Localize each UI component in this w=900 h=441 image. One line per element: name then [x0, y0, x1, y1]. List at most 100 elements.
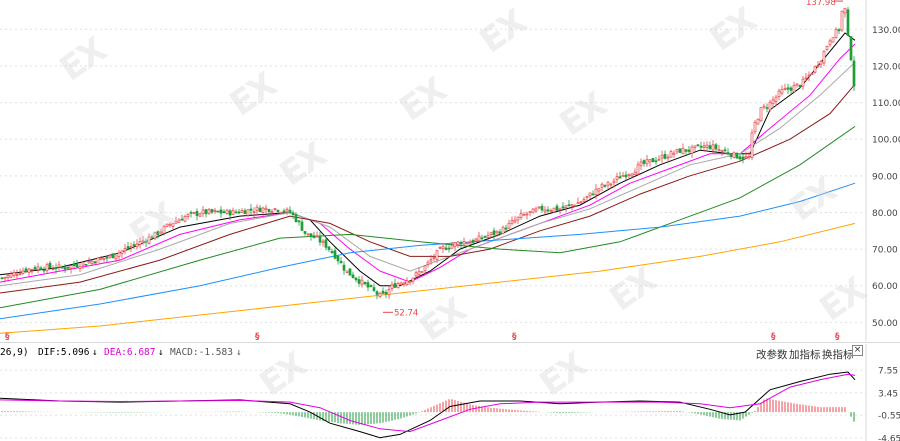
candle-body [669, 151, 673, 158]
candle-body [672, 152, 676, 155]
price-tick-label: 100.00 [872, 136, 900, 146]
macd-tick-label: 3.45 [878, 389, 898, 399]
candle-body [243, 210, 247, 215]
candle-body [228, 210, 232, 216]
candle-body [405, 280, 409, 286]
candle-body [258, 207, 262, 213]
moving-average-lines [0, 32, 856, 334]
candle-body [699, 145, 703, 148]
candles [0, 6, 856, 300]
candle-body [375, 291, 379, 295]
candle-body [546, 209, 550, 212]
candle-body [453, 242, 457, 248]
candle-body [606, 181, 610, 186]
candle-body [486, 235, 490, 238]
candle-body [309, 233, 313, 237]
candle-body [831, 37, 835, 43]
candle-body [390, 284, 394, 289]
candle-body [240, 210, 244, 213]
candle-body [132, 244, 136, 246]
candle-body [270, 211, 274, 214]
macd-tick-label: -4.65 [878, 435, 900, 441]
candle-body [432, 257, 436, 259]
candle-body [24, 268, 28, 273]
candle-body [759, 107, 763, 122]
candle-body [588, 192, 592, 197]
candle-body [384, 292, 388, 295]
candle-body [711, 144, 715, 151]
candle-body [621, 174, 625, 177]
add-indicator-button[interactable]: 加指标 [789, 349, 821, 361]
close-icon[interactable]: × [852, 345, 863, 356]
candle-body [402, 282, 406, 285]
price-tick-label: 120.00 [872, 62, 900, 72]
candle-body [306, 233, 310, 236]
candle-body [822, 51, 826, 64]
macd-lines [0, 371, 856, 439]
macd-down-arrow-icon: ↓ [236, 347, 242, 358]
candle-body [828, 40, 832, 46]
candle-body [60, 266, 64, 269]
candle-body [483, 236, 487, 238]
candle-body [714, 144, 718, 150]
candle-body [204, 209, 208, 215]
candle-body [597, 188, 601, 192]
dea-down-arrow-icon: ↓ [158, 347, 164, 358]
candle-body [105, 256, 109, 259]
candle-body [789, 87, 793, 91]
candle-body [297, 220, 301, 223]
macd-histogram [1, 398, 855, 425]
candle-body [519, 213, 523, 218]
candle-body [708, 145, 712, 150]
candle-body [213, 210, 217, 212]
candle-body [687, 149, 691, 152]
candle-body [48, 262, 52, 269]
candle-body [819, 61, 823, 65]
candle-body [720, 150, 724, 153]
candle-body [666, 156, 670, 159]
candle-body [537, 206, 541, 209]
candle-body [810, 73, 814, 75]
candle-body [87, 261, 91, 264]
candle-body [570, 204, 574, 207]
candle-body [747, 156, 751, 158]
modify-params-button[interactable]: 改参数 [756, 349, 788, 361]
candle-body [273, 208, 277, 210]
candle-body [594, 188, 598, 196]
moving-average-line [0, 222, 856, 334]
candle-body [93, 261, 97, 264]
candle-body [426, 261, 430, 265]
candle-body [591, 193, 595, 196]
candle-body [660, 154, 664, 159]
candle-body [174, 220, 178, 224]
dif-line [0, 371, 856, 439]
low-price-label: 52.74 [394, 308, 418, 318]
dif-value: DIF:5.096 [38, 347, 90, 358]
candle-body [180, 218, 184, 221]
candle-body [471, 240, 475, 243]
candle-body [633, 171, 637, 175]
candle-body [288, 209, 292, 213]
candle-body [756, 118, 760, 125]
candle-body [291, 212, 295, 215]
candle-body [129, 246, 133, 249]
price-axis: 130.00 120.00 110.00 100.00 90.00 80.00 70.00 6… [865, 0, 900, 341]
candle-body [723, 149, 727, 152]
candle-body [360, 279, 364, 285]
candle-body [462, 241, 466, 245]
switch-indicator-button[interactable]: 换指标 [822, 349, 854, 361]
candle-body [9, 273, 13, 278]
candle-body [111, 253, 115, 259]
candle-body [582, 199, 586, 202]
candle-body [792, 85, 796, 93]
candle-body [144, 240, 148, 243]
candle-body [675, 148, 679, 153]
candle-body [159, 231, 163, 234]
candle-body [510, 220, 514, 224]
price-markers: 137.98 52.74 [383, 0, 843, 318]
candle-body [627, 174, 631, 177]
candle-body [45, 264, 49, 272]
candle-body [549, 209, 553, 212]
candle-body [813, 65, 817, 73]
candle-body [195, 211, 199, 216]
